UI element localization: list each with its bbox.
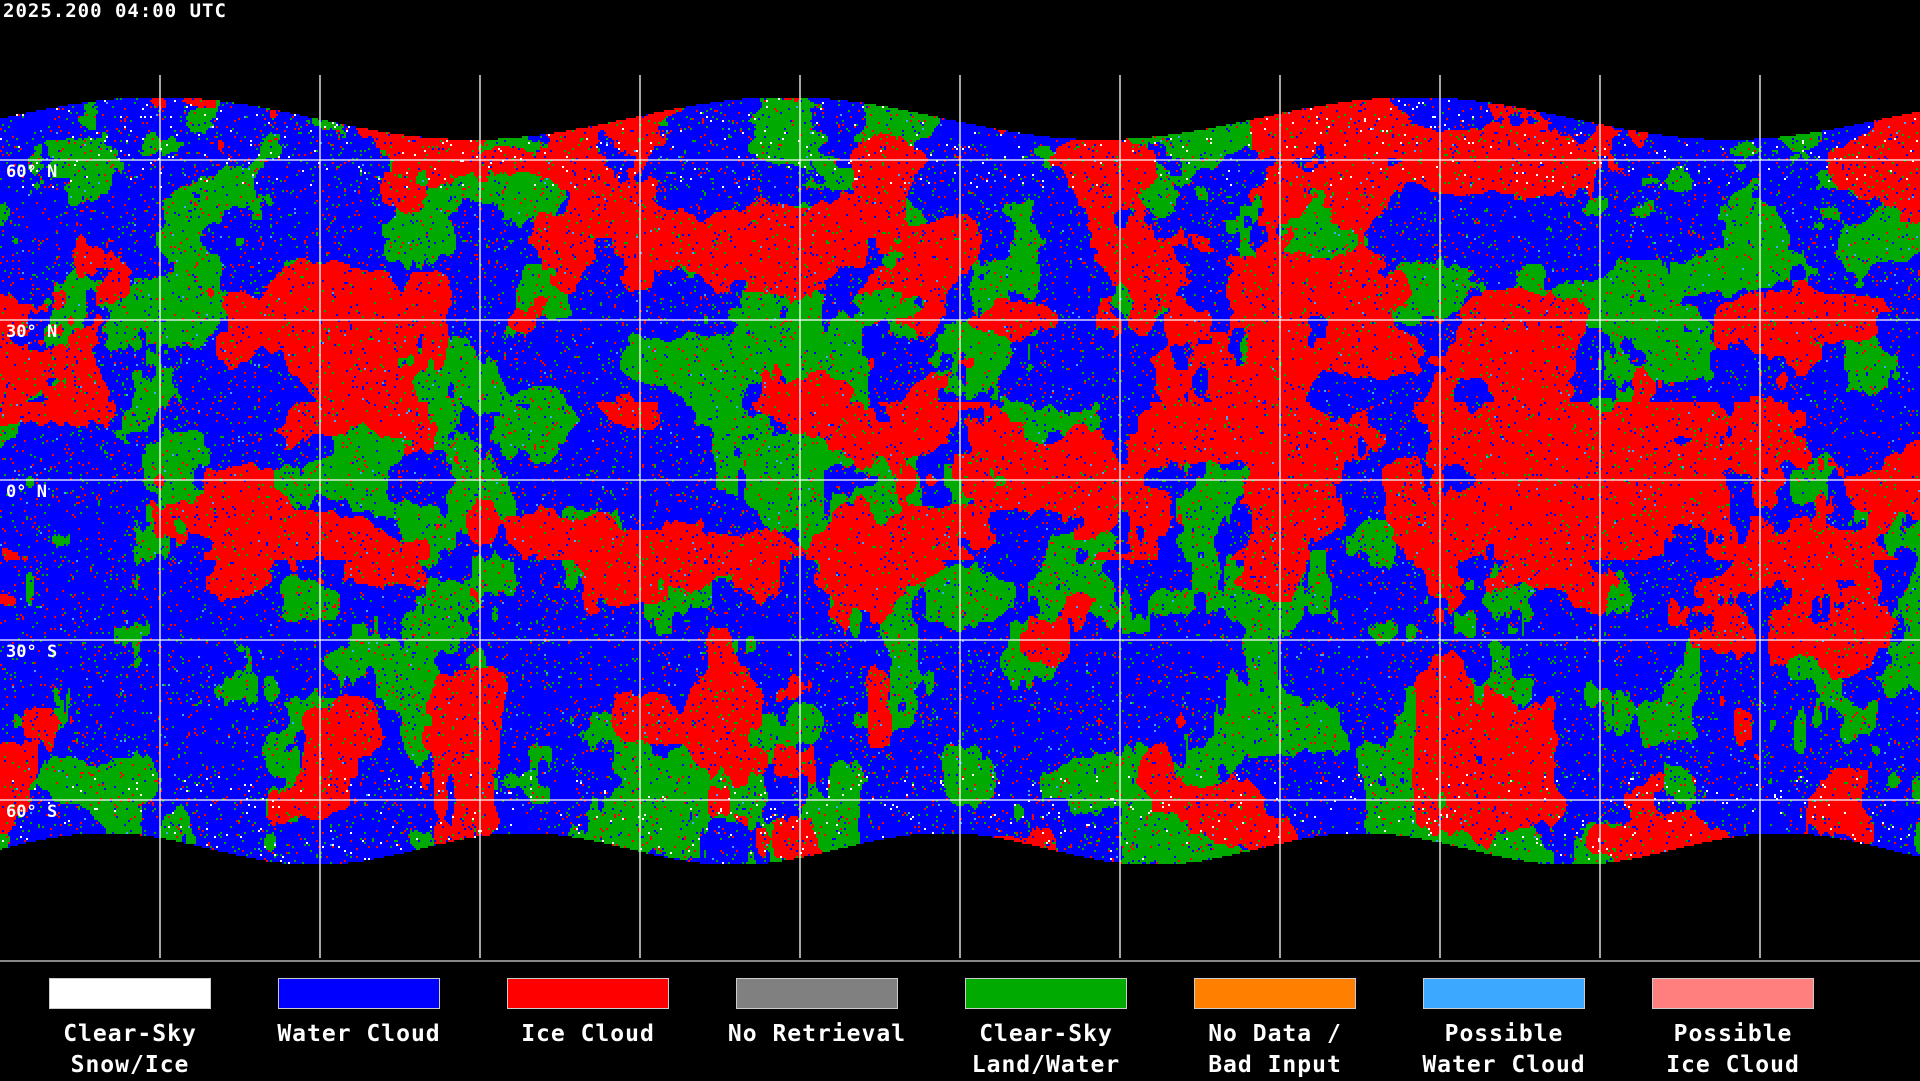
legend-label: Clear-Sky [979,1021,1113,1047]
legend-swatch [507,978,669,1009]
legend-label: Bad Input [1208,1052,1342,1078]
lat-label-30n: 30° N [6,322,58,342]
cloud-phase-map [0,0,1920,960]
legend-label: Water Cloud [277,1021,441,1047]
legend-swatch [1194,978,1356,1009]
lat-label-0n: 0° N [6,482,47,502]
legend-label: Water Cloud [1422,1052,1586,1078]
legend-label: Clear-Sky [63,1021,197,1047]
legend-swatch [736,978,898,1009]
legend-item-water-cloud: Water Cloud [244,978,474,1050]
legend-item-possible-water-cloud: Possible Water Cloud [1389,978,1619,1081]
legend-label: No Data / [1208,1021,1342,1047]
lat-label-60s: 60° S [6,802,58,822]
legend-label: Land/Water [971,1052,1121,1078]
legend-item-no-data: No Data / Bad Input [1160,978,1390,1081]
legend-item-no-retrieval: No Retrieval [702,978,932,1050]
legend-label: Ice Cloud [1666,1052,1800,1078]
lat-label-30s: 30° S [6,642,58,662]
legend-swatch [1423,978,1585,1009]
legend-swatch [278,978,440,1009]
legend-item-clear-sky-snow: Clear-Sky Snow/Ice [15,978,245,1081]
legend-label: Possible [1444,1021,1564,1047]
lat-label-60n: 60° N [6,162,58,182]
legend-swatch [1652,978,1814,1009]
legend-swatch [49,978,211,1009]
legend-item-ice-cloud: Ice Cloud [473,978,703,1050]
legend-item-clear-sky-land: Clear-Sky Land/Water [931,978,1161,1081]
legend-item-possible-ice-cloud: Possible Ice Cloud [1618,978,1848,1081]
timestamp-title: 2025.200 04:00 UTC [3,0,227,22]
legend: Clear-Sky Snow/Ice Water Cloud Ice Cloud … [0,960,1920,1080]
legend-label: Ice Cloud [521,1021,655,1047]
legend-label: Possible [1673,1021,1793,1047]
legend-label: Snow/Ice [70,1052,190,1078]
legend-label: No Retrieval [727,1021,907,1047]
legend-swatch [965,978,1127,1009]
